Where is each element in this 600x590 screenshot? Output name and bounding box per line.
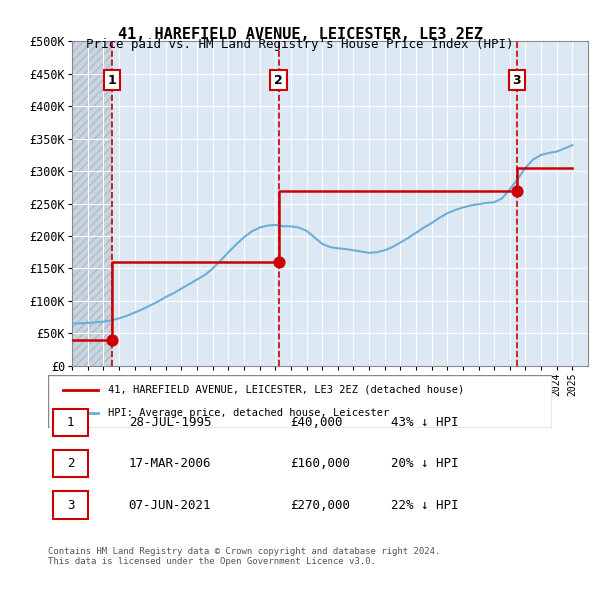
Text: 28-JUL-1995: 28-JUL-1995 — [128, 416, 211, 429]
FancyBboxPatch shape — [48, 375, 552, 428]
Text: Price paid vs. HM Land Registry's House Price Index (HPI): Price paid vs. HM Land Registry's House … — [86, 38, 514, 51]
Point — [107, 335, 117, 345]
Text: Contains HM Land Registry data © Crown copyright and database right 2024.
This d: Contains HM Land Registry data © Crown c… — [48, 547, 440, 566]
Text: 22% ↓ HPI: 22% ↓ HPI — [391, 499, 458, 512]
Text: 43% ↓ HPI: 43% ↓ HPI — [391, 416, 458, 429]
Text: 20% ↓ HPI: 20% ↓ HPI — [391, 457, 458, 470]
Text: HPI: Average price, detached house, Leicester: HPI: Average price, detached house, Leic… — [109, 408, 390, 418]
Text: 1: 1 — [108, 74, 117, 87]
Text: £40,000: £40,000 — [290, 416, 343, 429]
Text: 1: 1 — [67, 416, 74, 429]
Text: £270,000: £270,000 — [290, 499, 350, 512]
FancyBboxPatch shape — [53, 450, 88, 477]
FancyBboxPatch shape — [53, 409, 88, 436]
Text: 07-JUN-2021: 07-JUN-2021 — [128, 499, 211, 512]
Text: 2: 2 — [274, 74, 283, 87]
Point — [512, 186, 521, 195]
Text: £160,000: £160,000 — [290, 457, 350, 470]
Text: 41, HAREFIELD AVENUE, LEICESTER, LE3 2EZ: 41, HAREFIELD AVENUE, LEICESTER, LE3 2EZ — [118, 27, 482, 41]
Text: 2: 2 — [67, 457, 74, 470]
Bar — [72, 41, 112, 366]
Text: 3: 3 — [512, 74, 521, 87]
Point — [274, 257, 283, 267]
Text: 17-MAR-2006: 17-MAR-2006 — [128, 457, 211, 470]
Text: 41, HAREFIELD AVENUE, LEICESTER, LE3 2EZ (detached house): 41, HAREFIELD AVENUE, LEICESTER, LE3 2EZ… — [109, 385, 465, 395]
Text: 3: 3 — [67, 499, 74, 512]
FancyBboxPatch shape — [53, 491, 88, 519]
